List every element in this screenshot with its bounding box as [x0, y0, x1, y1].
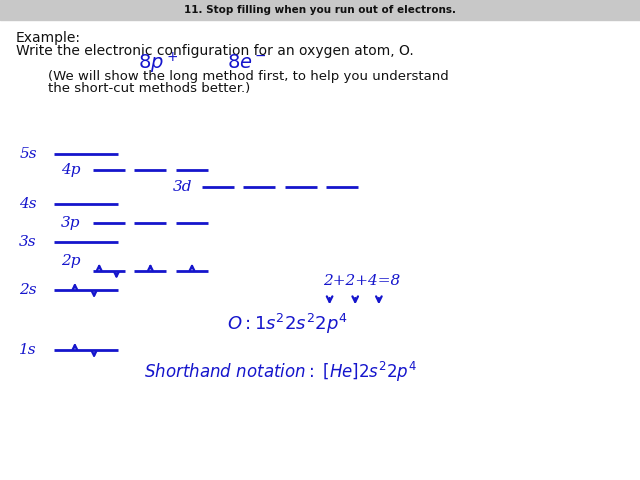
Bar [0, 0, 640, 20]
Text: 3s: 3s [19, 235, 37, 250]
Text: 2p: 2p [61, 253, 80, 268]
Text: 4p: 4p [61, 163, 80, 178]
Text: 2s: 2s [19, 283, 37, 298]
Text: 5s: 5s [19, 146, 37, 161]
Text: 1s: 1s [19, 343, 37, 358]
Text: 2+2+4=8: 2+2+4=8 [323, 274, 401, 288]
Text: $8e^-$: $8e^-$ [227, 54, 267, 72]
Text: (We will show the long method first, to help you understand: (We will show the long method first, to … [48, 70, 449, 84]
Text: 3d: 3d [173, 180, 192, 194]
Text: 4s: 4s [19, 197, 37, 211]
Text: the short-cut methods better.): the short-cut methods better.) [48, 82, 250, 95]
Text: $O: \mathit{1s}^2\mathit{2s}^2\mathit{2p}^4$: $O: \mathit{1s}^2\mathit{2s}^2\mathit{2p… [227, 312, 348, 336]
Text: 11. Stop filling when you run out of electrons.: 11. Stop filling when you run out of ele… [184, 5, 456, 15]
Text: $\mathit{Shorthand\ notation:}\ [\mathit{He}]\mathit{2s}^2\mathit{2p}^4$: $\mathit{Shorthand\ notation:}\ [\mathit… [144, 360, 417, 384]
Text: Write the electronic configuration for an oxygen atom, O.: Write the electronic configuration for a… [16, 44, 413, 59]
Text: Example:: Example: [16, 31, 81, 46]
Text: 3p: 3p [61, 216, 80, 230]
Text: $8p^+$: $8p^+$ [138, 51, 178, 76]
